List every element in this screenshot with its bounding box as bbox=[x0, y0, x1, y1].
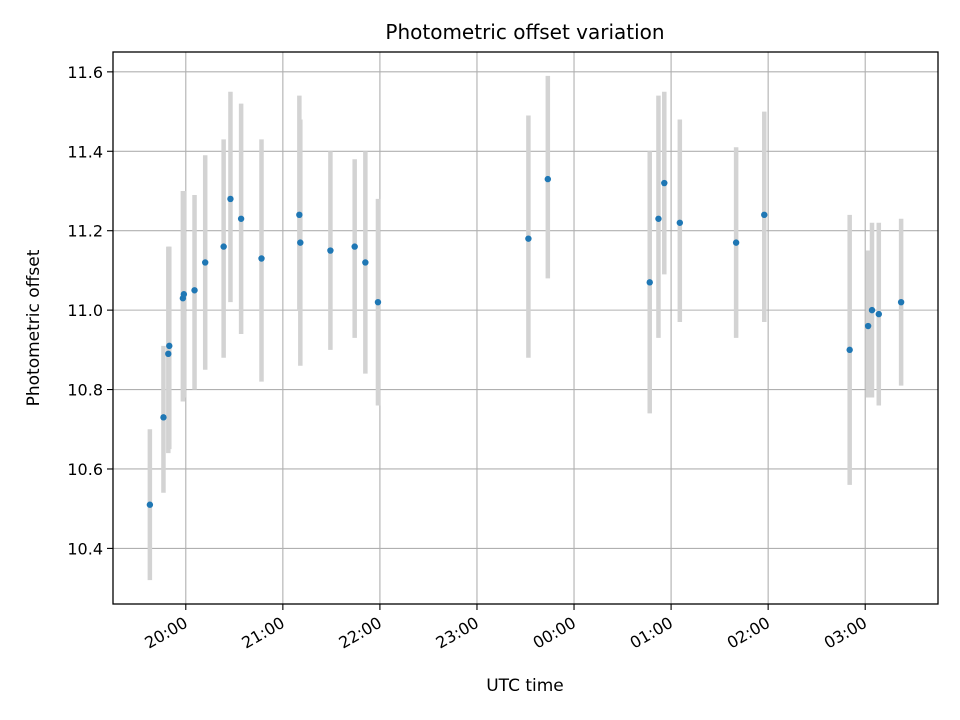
data-point bbox=[544, 175, 552, 183]
data-point bbox=[362, 259, 369, 266]
data-point bbox=[761, 211, 768, 219]
data-point bbox=[227, 195, 234, 203]
data-point bbox=[296, 211, 303, 219]
data-point bbox=[351, 243, 358, 250]
data-point bbox=[258, 255, 265, 262]
data-point bbox=[374, 298, 382, 306]
data-point bbox=[646, 279, 653, 286]
data-point bbox=[875, 310, 882, 318]
grid bbox=[113, 52, 938, 604]
data-point bbox=[732, 239, 740, 246]
data-point bbox=[297, 239, 304, 246]
plot-frame bbox=[112, 51, 939, 605]
data-points bbox=[146, 175, 905, 508]
data-point bbox=[166, 342, 173, 350]
y-tick-label: 11.4 bbox=[67, 142, 103, 161]
y-tick-label: 11.0 bbox=[67, 301, 103, 320]
y-axis-title: Photometric offset bbox=[24, 249, 44, 406]
y-tick-label: 11.2 bbox=[67, 222, 103, 241]
data-point bbox=[220, 243, 227, 250]
data-point bbox=[180, 291, 188, 298]
data-point bbox=[655, 215, 662, 222]
data-point bbox=[525, 235, 532, 242]
y-tick-label: 11.6 bbox=[67, 63, 103, 82]
y-tick-label: 10.8 bbox=[67, 381, 103, 400]
data-point bbox=[864, 322, 872, 330]
y-tick-label: 10.4 bbox=[67, 539, 103, 558]
data-point bbox=[897, 298, 905, 306]
data-point bbox=[237, 215, 245, 222]
data-point bbox=[146, 501, 154, 508]
data-point bbox=[160, 414, 167, 421]
data-point bbox=[191, 287, 198, 294]
data-point bbox=[165, 350, 172, 358]
data-point bbox=[327, 247, 334, 254]
data-point bbox=[661, 179, 668, 187]
x-axis-title: UTC time bbox=[486, 676, 564, 696]
y-axis: 10.4 10.6 10.8 11.0 11.2 11.4 11.6 bbox=[67, 63, 113, 558]
y-tick-label: 10.6 bbox=[67, 460, 103, 479]
chart-title: Photometric offset variation bbox=[385, 20, 664, 44]
data-point bbox=[202, 259, 209, 266]
data-point bbox=[868, 306, 876, 314]
data-point bbox=[846, 346, 853, 354]
data-point bbox=[676, 219, 684, 226]
